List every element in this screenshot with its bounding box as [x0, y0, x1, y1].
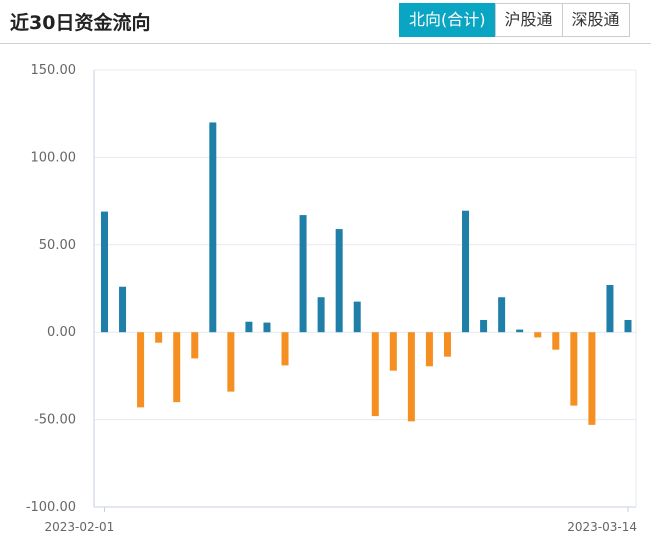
bar	[624, 319, 632, 333]
bar	[443, 332, 451, 357]
bar	[371, 332, 379, 417]
bar	[606, 285, 614, 333]
bar	[137, 332, 145, 408]
bar	[480, 319, 488, 333]
bar	[516, 329, 524, 333]
y-tick-label: 100.00	[31, 150, 77, 165]
bar	[227, 332, 235, 392]
bar	[101, 211, 108, 333]
bar	[155, 332, 163, 343]
bar	[534, 332, 542, 338]
y-tick-label: 50.00	[39, 238, 76, 253]
bar	[425, 332, 433, 367]
bar	[353, 301, 361, 333]
bar	[462, 210, 470, 333]
bar	[570, 332, 578, 406]
y-tick-label: 150.00	[31, 63, 77, 78]
bar	[299, 215, 307, 333]
bar	[245, 321, 253, 333]
tab-shanghai-connect[interactable]: 沪股通	[494, 3, 563, 37]
fund-flow-bar-chart: 150.00 100.00 50.00 0.00 -50.00 -100.00 2023-0…	[26, 63, 637, 534]
bar	[173, 332, 181, 403]
bar	[389, 332, 397, 371]
y-tick-label: -50.00	[34, 413, 76, 428]
x-start-date-label: 2023-02-01	[45, 520, 115, 534]
bar	[588, 332, 596, 425]
bar	[209, 122, 217, 333]
bar	[552, 332, 560, 350]
bar	[498, 297, 506, 333]
bar	[119, 286, 127, 333]
y-tick-label: -100.00	[26, 500, 76, 515]
tab-group: 北向(合计) 沪股通 深股通	[399, 3, 630, 37]
chart-title: 近30日资金流向	[10, 12, 151, 34]
bar	[407, 332, 415, 422]
tab-shenzhen-connect[interactable]: 深股通	[561, 3, 630, 37]
chart-header: 近30日资金流向 北向(合计) 沪股通 深股通	[0, 0, 651, 44]
bar	[281, 332, 289, 366]
bar	[191, 332, 199, 359]
x-end-date-label: 2023-03-14	[567, 520, 637, 534]
bar	[317, 297, 325, 333]
y-tick-label: 0.00	[47, 325, 76, 340]
bar	[335, 229, 343, 333]
tab-northbound-total[interactable]: 北向(合计)	[399, 3, 496, 37]
bar	[263, 322, 271, 333]
